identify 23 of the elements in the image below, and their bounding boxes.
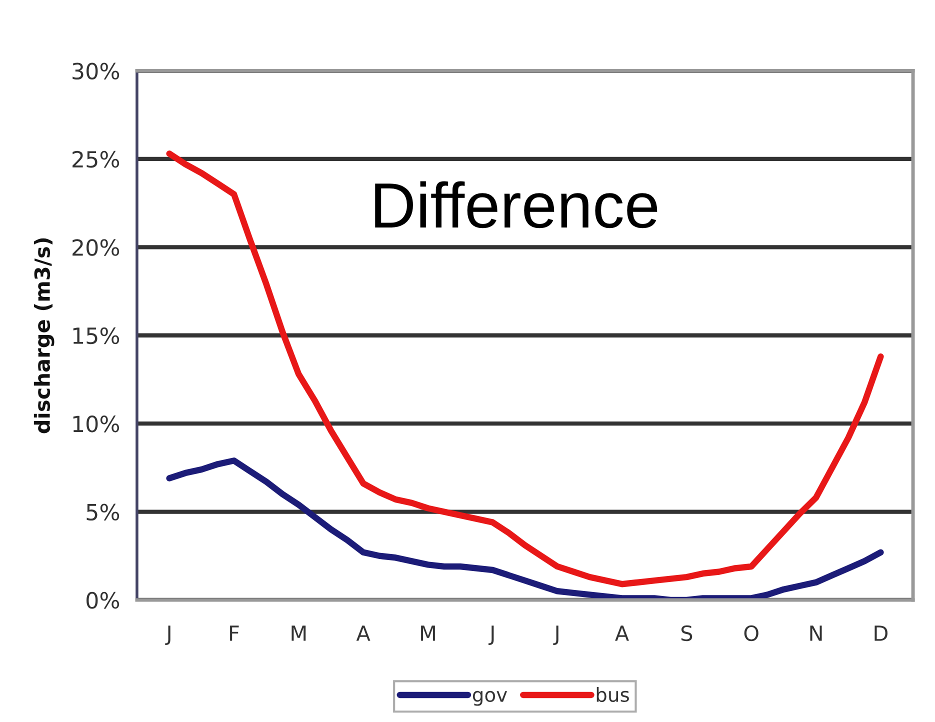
x-tick-label: O — [744, 625, 758, 642]
text: Difference — [375, 181, 658, 228]
legend-label: gov — [472, 690, 508, 706]
y-axis-title: discharge (m3/s) — [34, 238, 54, 434]
y-tick-label: 20% — [72, 239, 120, 256]
y-tick-label: 30% — [72, 62, 120, 80]
x-tick-label: A — [356, 626, 370, 641]
x-tick-label: S — [681, 625, 692, 642]
x-tick-label: D — [874, 626, 888, 641]
y-tick-label: 0% — [86, 592, 120, 609]
y-tick-label: 5% — [86, 504, 120, 521]
x-tick-label: J — [553, 626, 558, 645]
x-tick-label: N — [810, 626, 822, 641]
legend-label: bus — [596, 686, 629, 702]
x-tick-label: J — [165, 626, 170, 645]
x-tick-label: F — [230, 626, 239, 641]
y-tick-label: 10% — [73, 416, 120, 432]
y-tick-label: 15% — [73, 327, 120, 344]
x-tick-label: J — [488, 626, 494, 645]
x-tick-label: M — [292, 626, 306, 641]
x-tick-label: A — [615, 626, 629, 641]
x-tick-label: M — [421, 626, 435, 641]
y-tick-label: 25% — [72, 150, 120, 168]
